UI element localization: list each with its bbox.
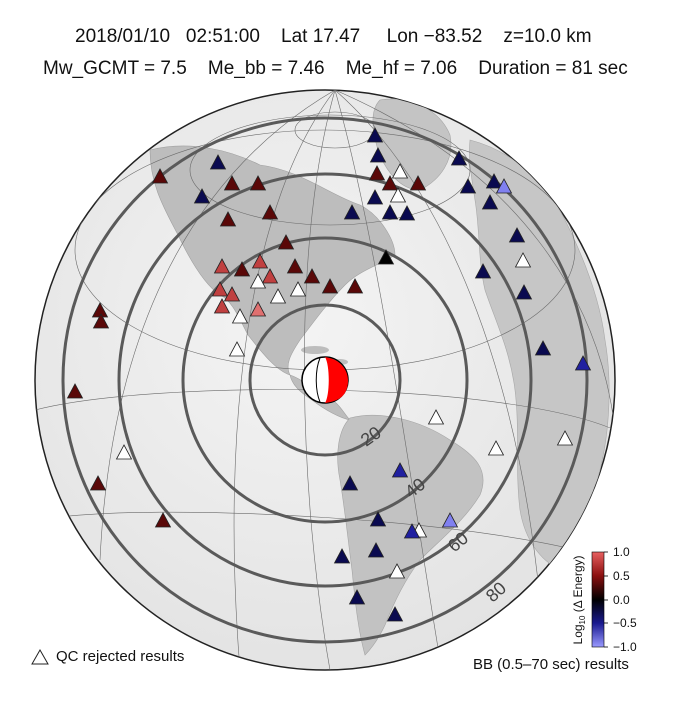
station-triangle — [366, 127, 384, 143]
station-triangle — [193, 188, 211, 204]
station-qc-rejected-triangle — [427, 409, 445, 425]
station-triangle — [223, 286, 241, 302]
colorbar-tick-1: 1.0 — [613, 545, 630, 559]
station-qc-rejected-triangle — [514, 252, 532, 268]
station-triangle — [508, 227, 526, 243]
colorbar — [591, 551, 605, 648]
station-triangle — [223, 175, 241, 191]
station-qc-rejected-triangle — [391, 163, 409, 179]
station-triangle — [368, 165, 386, 181]
station-qc-rejected-triangle — [231, 308, 249, 324]
station-triangle — [485, 173, 503, 189]
event-info-line1: 2018/01/10 02:51:00 Lat 17.47 Lon −83.52… — [75, 26, 592, 47]
station-triangle — [495, 178, 513, 194]
station-triangle — [286, 258, 304, 274]
station-triangle — [303, 268, 321, 284]
colorbar-tick-3: 0.0 — [613, 593, 630, 607]
station-triangle — [369, 147, 387, 163]
station-qc-rejected-triangle — [289, 281, 307, 297]
focal-mechanism-beachball — [301, 356, 349, 404]
station-triangle — [346, 278, 364, 294]
station-triangle — [151, 168, 169, 184]
legend-bb-results: BB (0.5–70 sec) results — [473, 656, 629, 673]
event-info-line2: Mw_GCMT = 7.5 Me_bb = 7.46 Me_hf = 7.06 … — [43, 58, 628, 79]
colorbar-ticks — [604, 551, 608, 648]
station-qc-rejected-triangle — [228, 341, 246, 357]
station-triangle — [211, 281, 229, 297]
station-triangle — [348, 589, 366, 605]
station-triangle — [474, 263, 492, 279]
station-triangle — [251, 253, 269, 269]
station-triangle — [249, 301, 267, 317]
station-triangle — [369, 511, 387, 527]
station-triangle — [66, 383, 84, 399]
station-triangle — [391, 462, 409, 478]
colorbar-tick-2: 0.5 — [613, 569, 630, 583]
station-triangle — [261, 268, 279, 284]
station-triangle — [343, 204, 361, 220]
station-qc-rejected-triangle — [269, 288, 287, 304]
station-qc-rejected-triangle — [487, 440, 505, 456]
station-triangle — [381, 204, 399, 220]
qc-rejected-triangle-icon — [31, 648, 49, 665]
station-triangle — [574, 355, 592, 371]
graticule — [35, 90, 615, 670]
station-triangle — [381, 175, 399, 191]
station-triangle — [219, 211, 237, 227]
station-triangle — [213, 258, 231, 274]
station-triangle — [367, 542, 385, 558]
station-qc-rejected-triangle — [389, 187, 407, 203]
station-triangle — [233, 261, 251, 277]
station-triangle — [89, 475, 107, 491]
station-markers — [66, 127, 592, 622]
colorbar-tick-5: −1.0 — [613, 640, 637, 654]
station-triangle — [213, 298, 231, 314]
station-triangle — [249, 175, 267, 191]
station-triangle — [277, 234, 295, 250]
station-triangle — [154, 512, 172, 528]
station-qc-rejected-triangle — [556, 430, 574, 446]
station-qc-rejected-triangle — [388, 563, 406, 579]
station-triangle — [403, 523, 421, 539]
station-triangle — [459, 178, 477, 194]
station-triangle — [333, 548, 351, 564]
station-triangle — [398, 205, 416, 221]
colorbar-label: Log10 (Δ Energy) — [571, 556, 587, 645]
station-triangle — [481, 194, 499, 210]
station-triangle — [409, 175, 427, 191]
station-triangle — [261, 204, 279, 220]
station-triangle — [534, 340, 552, 356]
station-triangle — [209, 154, 227, 170]
station-triangle — [321, 278, 339, 294]
colorbar-tick-4: −0.5 — [613, 616, 637, 630]
station-qc-rejected-triangle — [249, 273, 267, 289]
north-america — [149, 145, 396, 376]
station-triangle — [450, 150, 468, 166]
distance-rings — [61, 116, 589, 644]
legend-qc-rejected: QC rejected results — [30, 648, 184, 665]
station-triangle — [441, 512, 459, 528]
station-triangle — [92, 313, 110, 329]
station-triangle — [515, 284, 533, 300]
station-triangle — [366, 189, 384, 205]
legend-qc-label: QC rejected results — [56, 648, 185, 665]
station-qc-rejected-triangle — [115, 444, 133, 460]
station-triangle — [377, 249, 395, 265]
station-triangle — [386, 606, 404, 622]
station-triangle — [341, 475, 359, 491]
